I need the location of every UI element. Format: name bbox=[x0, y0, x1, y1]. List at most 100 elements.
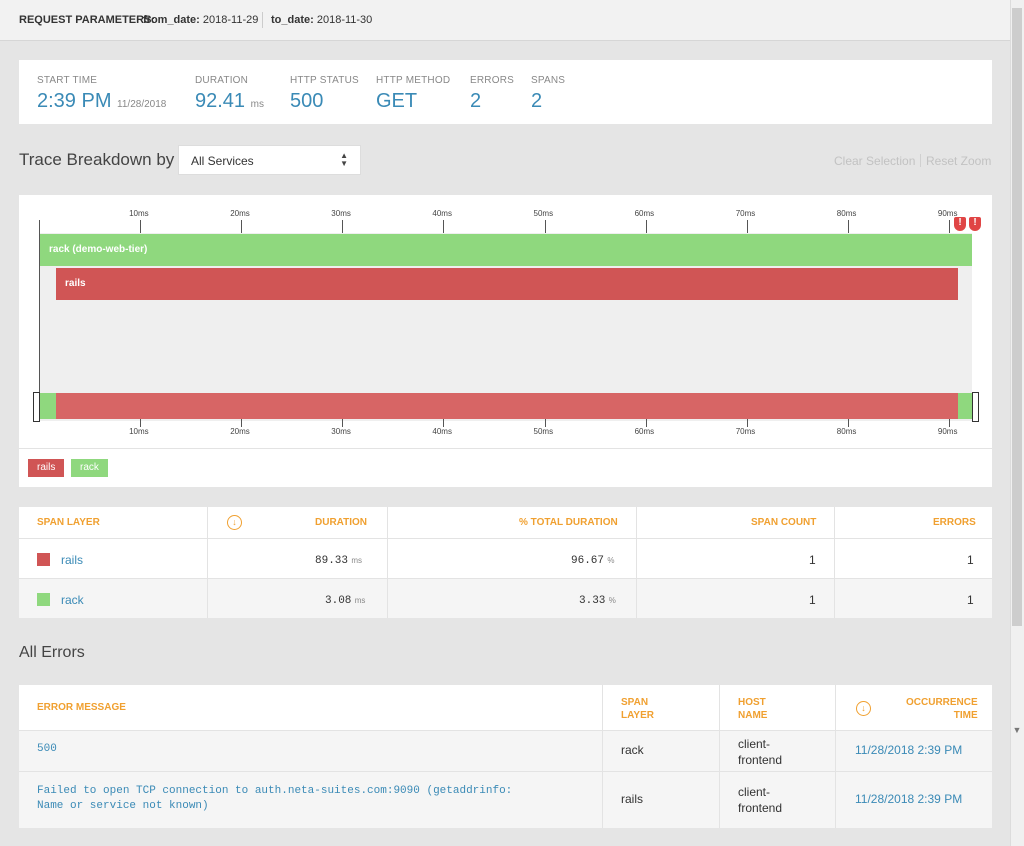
col-span-layer-line1: SPAN bbox=[621, 697, 649, 708]
span-count-cell: 1 bbox=[809, 593, 816, 607]
bottom-tick-label: 80ms bbox=[836, 427, 857, 436]
top-tick-mark bbox=[544, 220, 546, 233]
bottom-tick-mark bbox=[241, 419, 243, 427]
row-divider bbox=[19, 578, 992, 579]
col-divider bbox=[602, 685, 603, 828]
start-date: 11/28/2018 bbox=[117, 99, 167, 110]
error-message-link[interactable]: Failed to open TCP connection to auth.ne… bbox=[37, 784, 512, 814]
clear-selection-link[interactable]: Clear Selection bbox=[834, 154, 916, 168]
col-divider bbox=[207, 507, 208, 618]
duration-cell: 89.33 ms bbox=[315, 552, 362, 567]
col-error-message[interactable]: ERROR MESSAGE bbox=[37, 702, 126, 713]
sort-arrow-icon[interactable]: ↓ bbox=[856, 701, 871, 716]
start-time-value: 2:39 PM 11/28/2018 bbox=[37, 90, 166, 113]
legend-item-rack[interactable]: rack bbox=[71, 459, 108, 477]
duration-value: 92.41 ms bbox=[195, 90, 264, 113]
error-host-name: client- frontend bbox=[738, 736, 782, 768]
error-occurrence-time[interactable]: 11/28/2018 2:39 PM bbox=[855, 792, 963, 806]
select-arrows-icon: ▲ ▼ bbox=[340, 151, 348, 168]
errors-label: ERRORS bbox=[470, 75, 514, 86]
top-tick-label: 80ms bbox=[836, 209, 857, 218]
col-span-layer[interactable]: SPAN LAYER bbox=[37, 517, 100, 528]
col-span-count[interactable]: SPAN COUNT bbox=[751, 517, 817, 528]
host-line1: client- bbox=[738, 785, 771, 799]
error-marker-icon[interactable]: ! bbox=[954, 217, 966, 231]
span-count-cell: 1 bbox=[809, 553, 816, 567]
overview-rails-strip bbox=[56, 393, 958, 419]
top-tick-mark bbox=[645, 220, 647, 233]
col-duration[interactable]: DURATION bbox=[315, 517, 368, 528]
bottom-tick-label: 70ms bbox=[735, 427, 756, 436]
from-date-value: 2018-11-29 bbox=[202, 14, 259, 26]
to-date-param: to_date: 2018-11-30 bbox=[271, 14, 372, 26]
top-tick-label: 10ms bbox=[129, 209, 149, 218]
span-bar-rails-label: rails bbox=[65, 278, 86, 289]
col-divider bbox=[835, 685, 836, 828]
trace-breakdown-title: Trace Breakdown by bbox=[19, 150, 175, 169]
span-bar-rails[interactable]: rails bbox=[56, 268, 958, 300]
duration-value: 89.33 bbox=[315, 555, 349, 567]
pct-unit: % bbox=[607, 556, 615, 565]
table-row[interactable] bbox=[19, 731, 992, 771]
error-occurrence-time[interactable]: 11/28/2018 2:39 PM bbox=[855, 743, 963, 757]
errors-cell: 1 bbox=[967, 553, 974, 567]
table-row[interactable] bbox=[19, 579, 992, 618]
duration-cell: 3.08 ms bbox=[325, 592, 365, 607]
header-divider bbox=[19, 730, 992, 731]
col-occurrence-line1: OCCURRENCE bbox=[906, 697, 978, 708]
top-tick-label: 50ms bbox=[533, 209, 554, 218]
request-parameters-label: REQUEST PARAMETERS: bbox=[19, 14, 156, 26]
pct-cell: 96.67 % bbox=[571, 552, 614, 567]
to-date-value: 2018-11-30 bbox=[316, 14, 373, 26]
top-tick-mark bbox=[443, 220, 445, 233]
bottom-tick-label: 60ms bbox=[634, 427, 655, 436]
duration: 92.41 bbox=[195, 90, 246, 112]
pct-cell: 3.33 % bbox=[579, 592, 616, 607]
top-tick-label: 60ms bbox=[634, 209, 655, 218]
span-layer-link-rack[interactable]: rack bbox=[61, 593, 84, 607]
col-divider bbox=[636, 507, 637, 618]
errors-value: 2 bbox=[470, 90, 482, 112]
http-status-label: HTTP STATUS bbox=[290, 75, 359, 86]
error-marker-icon[interactable]: ! bbox=[969, 217, 981, 231]
errors-cell: 1 bbox=[967, 593, 974, 607]
legend-item-rails[interactable]: rails bbox=[28, 459, 65, 477]
top-tick-label: 40ms bbox=[432, 209, 452, 218]
col-occurrence-time[interactable]: OCCURRENCE TIME bbox=[906, 696, 978, 722]
error-message-line1: Failed to open TCP connection to auth.ne… bbox=[37, 785, 513, 797]
span-layer-link-rails[interactable]: rails bbox=[61, 553, 84, 567]
bottom-tick-label: 20ms bbox=[230, 427, 250, 436]
service-select[interactable]: All Services ▲ ▼ bbox=[178, 145, 361, 175]
rack-color-swatch bbox=[37, 593, 50, 606]
col-span-layer[interactable]: SPAN LAYER bbox=[621, 696, 654, 722]
col-host-name[interactable]: HOST NAME bbox=[738, 696, 767, 722]
host-line2: frontend bbox=[738, 753, 783, 767]
overview-right-handle[interactable] bbox=[972, 392, 979, 422]
col-divider bbox=[834, 507, 835, 618]
bottom-tick-label: 50ms bbox=[533, 427, 554, 436]
span-bar-rack[interactable]: rack (demo-web-tier) bbox=[40, 234, 972, 266]
scrollbar-thumb[interactable] bbox=[1012, 8, 1022, 626]
trace-summary-card: START TIME 2:39 PM 11/28/2018 DURATION 9… bbox=[19, 60, 992, 124]
col-pct-total-duration[interactable]: % TOTAL DURATION bbox=[519, 517, 618, 528]
scroll-down-arrow-icon[interactable]: ▼ bbox=[1012, 725, 1022, 735]
sort-arrow-icon[interactable]: ↓ bbox=[227, 515, 242, 530]
error-message-link[interactable]: 500 bbox=[37, 743, 57, 755]
overview-left-handle[interactable] bbox=[33, 392, 40, 422]
reset-zoom-link[interactable]: Reset Zoom bbox=[926, 154, 992, 168]
host-line1: client- bbox=[738, 737, 771, 751]
top-tick-label: 70ms bbox=[735, 209, 756, 218]
bottom-tick-mark bbox=[847, 419, 849, 427]
duration-value: 3.08 bbox=[325, 595, 352, 607]
all-errors-title: All Errors bbox=[19, 644, 85, 661]
bottom-tick-mark bbox=[443, 419, 445, 427]
top-tick-mark bbox=[342, 220, 344, 233]
top-tick-mark bbox=[140, 220, 142, 233]
table-row[interactable] bbox=[19, 539, 992, 578]
from-date-param: from_date: 2018-11-29 bbox=[143, 14, 258, 26]
bottom-tick-label: 90ms bbox=[937, 427, 958, 436]
table-row[interactable] bbox=[19, 772, 992, 828]
top-tick-label: 30ms bbox=[331, 209, 351, 218]
timeline-axis-line bbox=[39, 220, 40, 421]
col-errors[interactable]: ERRORS bbox=[933, 517, 976, 528]
